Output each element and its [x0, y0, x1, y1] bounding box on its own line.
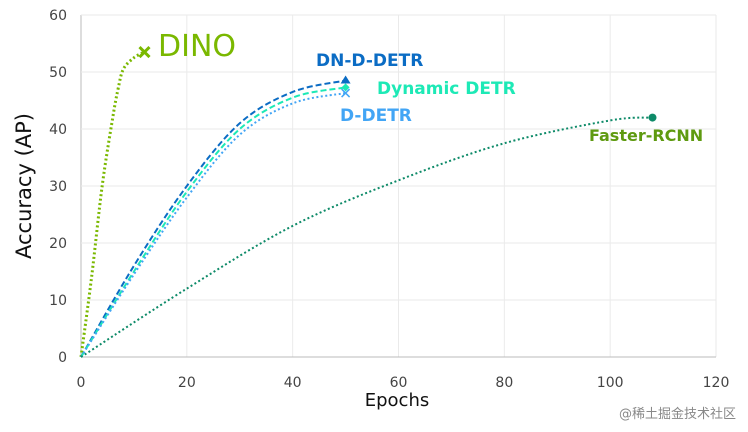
x-tick-label: 120	[703, 375, 730, 391]
series-marker-d-detr	[341, 88, 351, 98]
x-tick-label: 40	[284, 375, 302, 391]
y-axis-label: Accuracy (AP)	[12, 113, 36, 259]
series-line-faster-rcnn	[80, 116, 653, 358]
x-axis-label: Epochs	[365, 390, 430, 411]
series-marker-dino	[138, 45, 151, 59]
x-tick-label: 60	[390, 375, 408, 391]
y-tick-label: 30	[49, 179, 67, 195]
series-line-d-detr	[80, 92, 346, 358]
y-tick-label: 60	[49, 8, 67, 24]
series-marker-dn-d-detr	[340, 75, 351, 84]
y-tick-label: 50	[49, 65, 67, 81]
series-marker-dynamic-detr	[341, 83, 350, 92]
series-line-dynamic-detr	[80, 86, 346, 358]
x-tick-label: 100	[597, 375, 624, 391]
series-label-d-detr: D-DETR	[340, 106, 412, 126]
series-line-dino	[79, 50, 146, 358]
y-tick-label: 10	[49, 293, 67, 309]
watermark: @稀土掘金技术社区	[618, 407, 736, 422]
series-label-faster-rcnn: Faster-RCNN	[589, 126, 703, 145]
series-marker-faster-rcnn	[648, 113, 657, 122]
x-tick-label: 20	[178, 375, 196, 391]
series-label-dino: DINO	[158, 29, 236, 64]
x-tick-label: 80	[495, 375, 513, 391]
y-tick-label: 20	[49, 236, 67, 252]
x-tick-label: 0	[77, 375, 86, 391]
series-line-dn-d-detr	[80, 79, 346, 358]
series-label-dn-d-detr: DN-D-DETR	[316, 51, 423, 71]
series-label-dynamic-detr: Dynamic DETR	[377, 79, 516, 99]
y-tick-label: 40	[49, 122, 67, 138]
y-tick-label: 0	[58, 350, 67, 366]
